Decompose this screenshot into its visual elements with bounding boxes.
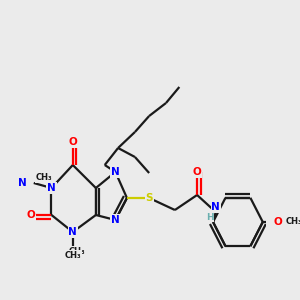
Text: CH₃: CH₃ [35,173,52,182]
Text: N: N [47,183,56,193]
Text: CH₃: CH₃ [64,250,81,260]
Text: H: H [206,212,213,221]
Text: O: O [68,137,77,147]
Text: O: O [273,217,282,227]
Text: N: N [111,215,120,225]
Text: S: S [146,193,153,203]
Text: CH₃: CH₃ [286,218,300,226]
Text: CH₃: CH₃ [69,247,85,256]
Text: O: O [27,210,35,220]
Text: N: N [111,167,120,177]
Text: N: N [68,227,77,237]
Text: N: N [18,178,27,188]
Text: N: N [211,202,220,212]
Text: O: O [193,167,202,177]
